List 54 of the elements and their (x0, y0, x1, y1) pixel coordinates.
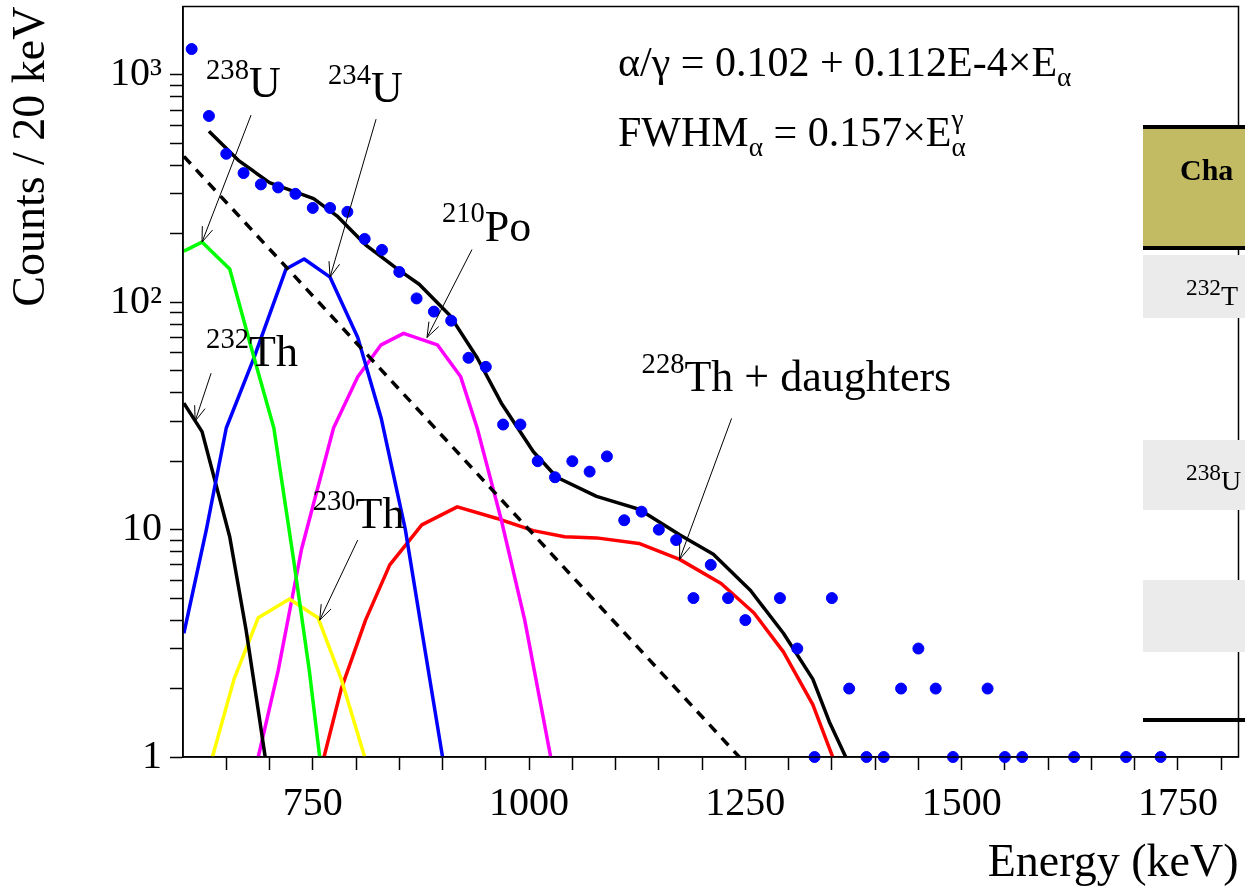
point (358, 232, 371, 245)
point (704, 558, 717, 571)
x-tick-label: 1500 (921, 778, 1002, 824)
point (410, 292, 423, 305)
point (635, 505, 648, 518)
y-axis-title: Counts / 20 keV (2, 6, 54, 307)
point (652, 523, 665, 536)
point (722, 592, 735, 605)
point (549, 471, 562, 484)
point (393, 265, 406, 278)
point (825, 592, 838, 605)
point (739, 614, 752, 627)
x-tick-label: 1000 (489, 778, 570, 824)
point (929, 682, 942, 695)
point (981, 682, 994, 695)
point (375, 243, 388, 256)
annotation: $^{238}$U (1186, 458, 1242, 499)
annotation: $^{232}$T (1186, 273, 1239, 314)
point (289, 187, 302, 200)
x-axis-title: Energy (keV) (987, 835, 1239, 887)
point (912, 642, 925, 655)
point (445, 314, 458, 327)
point (531, 455, 544, 468)
y-tick-label: 10³ (110, 49, 162, 95)
point (600, 450, 613, 463)
x-tick-label: 750 (282, 778, 343, 824)
annotation: Cha (1180, 152, 1234, 188)
point (791, 642, 804, 655)
point (895, 682, 908, 695)
point (479, 360, 492, 373)
x-tick-label: 1750 (1137, 778, 1218, 824)
point (254, 178, 267, 191)
point (202, 109, 215, 122)
y-tick-label: 10 (122, 504, 162, 550)
point (497, 418, 510, 431)
x-tick-label: 1250 (705, 778, 786, 824)
point (687, 592, 700, 605)
point (427, 305, 440, 318)
point (306, 201, 319, 214)
point (583, 465, 596, 478)
point (514, 418, 527, 431)
point (237, 167, 250, 180)
y-tick-label: 1 (142, 731, 162, 777)
point (566, 455, 579, 468)
point (462, 351, 475, 364)
y-tick-label: 10² (110, 276, 162, 322)
point (185, 43, 198, 56)
point (618, 514, 631, 527)
point (324, 201, 337, 214)
point (220, 147, 233, 160)
point (773, 592, 786, 605)
point (272, 181, 285, 194)
point (843, 682, 856, 695)
point (670, 534, 683, 547)
